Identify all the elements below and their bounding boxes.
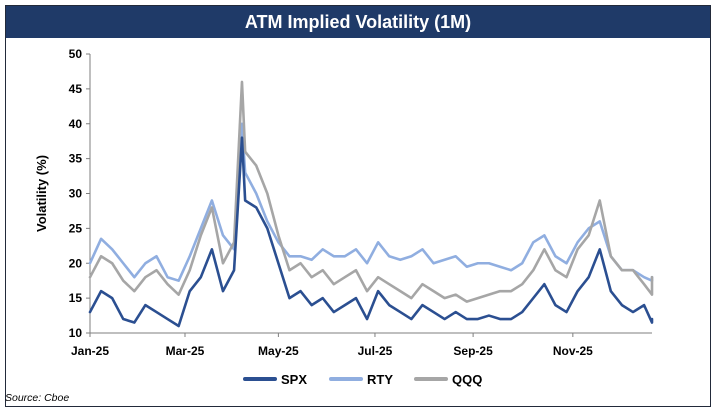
y-tick-label: 45	[69, 82, 83, 96]
y-tick-label: 15	[69, 291, 83, 305]
y-tick-label: 30	[69, 187, 83, 201]
legend-label-spx: SPX	[281, 372, 307, 387]
chart-title: ATM Implied Volatility (1M)	[6, 6, 710, 38]
y-tick-label: 20	[69, 256, 83, 270]
x-tick-label: Nov-25	[553, 344, 593, 358]
x-tick-label: May-25	[258, 344, 299, 358]
series-line-rty	[88, 122, 654, 282]
y-tick-label: 35	[69, 152, 83, 166]
x-tick-label: Jul-25	[358, 344, 393, 358]
y-tick-label: 40	[69, 117, 83, 131]
x-tick-label: Jan-25	[71, 344, 109, 358]
series-line-spx	[88, 136, 654, 328]
legend-label-rty: RTY	[367, 372, 393, 387]
x-tick-label: Mar-25	[166, 344, 205, 358]
y-tick-label: 10	[69, 326, 83, 340]
y-axis-title: Volatility (%)	[34, 155, 49, 232]
x-tick-label: Sep-25	[453, 344, 493, 358]
y-tick-label: 50	[69, 47, 83, 61]
legend-label-qqq: QQQ	[452, 372, 482, 387]
source-note: Source: Cboe	[5, 392, 70, 404]
series-line-qqq	[88, 80, 654, 303]
chart-frame: ATM Implied Volatility (1M)	[5, 5, 711, 407]
y-tick-label: 25	[69, 221, 83, 235]
